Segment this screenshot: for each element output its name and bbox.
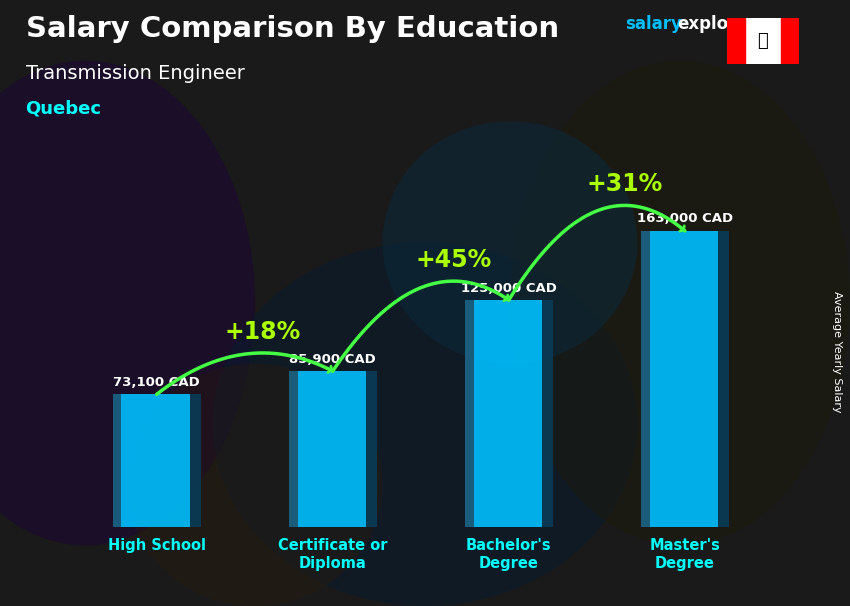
Bar — [745, 18, 781, 64]
Bar — [298, 371, 366, 527]
Bar — [727, 18, 745, 64]
Bar — [112, 395, 122, 527]
Text: +18%: +18% — [224, 320, 301, 344]
Bar — [289, 371, 297, 527]
Ellipse shape — [510, 61, 850, 545]
Text: Quebec: Quebec — [26, 100, 101, 118]
Text: Salary Comparison By Education: Salary Comparison By Education — [26, 15, 558, 43]
Bar — [473, 300, 542, 527]
Ellipse shape — [0, 61, 255, 545]
Text: 125,000 CAD: 125,000 CAD — [461, 282, 557, 295]
Bar — [190, 395, 201, 527]
Bar — [649, 231, 718, 527]
Text: Transmission Engineer: Transmission Engineer — [26, 64, 245, 82]
Bar — [465, 300, 473, 527]
Bar — [122, 395, 190, 527]
Text: 163,000 CAD: 163,000 CAD — [637, 213, 733, 225]
Ellipse shape — [128, 364, 382, 606]
Bar — [366, 371, 377, 527]
Text: 73,100 CAD: 73,100 CAD — [113, 376, 200, 389]
Text: Average Yearly Salary: Average Yearly Salary — [832, 291, 842, 412]
Bar — [542, 300, 552, 527]
Text: salary: salary — [625, 15, 682, 33]
Ellipse shape — [212, 242, 638, 606]
Ellipse shape — [382, 121, 638, 364]
Text: 85,900 CAD: 85,900 CAD — [289, 353, 376, 365]
Text: explorer.com: explorer.com — [677, 15, 799, 33]
Bar — [718, 231, 728, 527]
Text: +31%: +31% — [586, 172, 663, 196]
Bar — [781, 18, 799, 64]
Text: +45%: +45% — [416, 248, 492, 272]
Text: 🍁: 🍁 — [757, 32, 768, 50]
Bar — [641, 231, 649, 527]
